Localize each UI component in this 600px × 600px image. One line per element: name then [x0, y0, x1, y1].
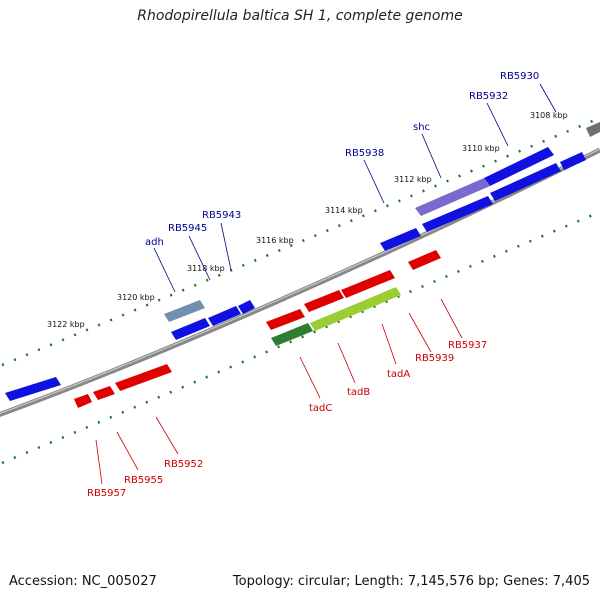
leader-tadc [299, 356, 321, 399]
gene-label-rb5932[interactable]: RB5932 [469, 91, 508, 102]
gene-arrow-fwd-b[interactable] [422, 196, 493, 232]
gene-arrow-rb5937[interactable] [408, 250, 441, 270]
scale-label-3112: 3112 kbp [394, 175, 432, 184]
scale-label-3114: 3114 kbp [325, 206, 363, 215]
gene-label-rb5955[interactable]: RB5955 [124, 475, 163, 486]
gene-arrow-rb5955[interactable] [93, 386, 115, 400]
gene-arrow-shc[interactable] [415, 178, 490, 216]
scale-label-3118: 3118 kbp [187, 264, 225, 273]
leader-rb5937 [440, 298, 463, 339]
leader-tadb [337, 342, 356, 384]
gene-arrow-tadc[interactable] [271, 323, 313, 346]
gene-label-tadb[interactable]: tadB [347, 387, 370, 398]
leader-rb5939 [408, 312, 432, 353]
scale-label-3120: 3120 kbp [117, 293, 155, 302]
genome-title: Rhodopirellula baltica SH 1, complete ge… [137, 8, 463, 24]
leader-rb5955 [116, 431, 139, 471]
gene-label-tada[interactable]: tadA [387, 369, 410, 380]
gene-label-rb5939[interactable]: RB5939 [415, 353, 454, 364]
gene-arrow-rev-b[interactable] [266, 309, 305, 330]
topology-label: Topology: circular; Length: 7,145,576 bp… [232, 574, 590, 589]
gene-arrow-gray[interactable] [586, 122, 600, 137]
gene-label-tadc[interactable]: tadC [309, 403, 332, 414]
gene-arrow-rb5957[interactable] [74, 394, 92, 408]
gene-arrow-adh[interactable] [164, 300, 205, 322]
gene-arrow-fwd-c[interactable] [171, 318, 210, 340]
gene-label-rb5938[interactable]: RB5938 [345, 148, 384, 159]
gene-arrow-fwd-a[interactable] [490, 163, 561, 201]
genome-backbone [0, 147, 600, 417]
leader-tada [381, 323, 397, 365]
gene-arrow-tada[interactable] [346, 287, 401, 316]
gene-label-adh[interactable]: adh [145, 237, 164, 248]
gene-arrow-tadb[interactable] [310, 308, 351, 331]
leader-shc [421, 133, 442, 179]
gene-arrow-rev-a[interactable] [304, 290, 344, 312]
gene-arrow-rb5938[interactable] [380, 228, 421, 251]
scale-label-3116: 3116 kbp [256, 236, 294, 245]
accession-label: Accession: NC_005027 [9, 574, 157, 589]
gene-arrow-rb5945[interactable] [208, 306, 241, 326]
leader-rb5952 [155, 416, 179, 455]
gene-label-rb5952[interactable]: RB5952 [164, 459, 203, 470]
gene-arrow-rb5939[interactable] [341, 270, 395, 298]
leader-rb5930 [539, 83, 557, 113]
gene-arrow-rb5932[interactable] [484, 147, 554, 186]
gene-arrow-rb5952[interactable] [115, 364, 172, 391]
gene-label-rb5930[interactable]: RB5930 [500, 71, 539, 82]
inner-scale-track [0, 210, 600, 466]
gene-label-rb5943[interactable]: RB5943 [202, 210, 241, 221]
gene-arrow-rb5943[interactable] [238, 300, 255, 314]
leader-rb5932 [486, 102, 509, 147]
scale-label-3122: 3122 kbp [47, 320, 85, 329]
scale-label-3110: 3110 kbp [462, 144, 500, 153]
leader-adh [153, 247, 176, 293]
gene-label-rb5957[interactable]: RB5957 [87, 488, 126, 499]
gene-arrow-fwd-d[interactable] [5, 377, 61, 401]
gene-label-rb5937[interactable]: RB5937 [448, 340, 487, 351]
gene-arrow-rb5930[interactable] [560, 152, 586, 170]
scale-label-3108: 3108 kbp [530, 111, 568, 120]
gene-label-rb5945[interactable]: RB5945 [168, 223, 207, 234]
leader-rb5943 [220, 222, 232, 271]
leader-rb5957 [95, 439, 103, 485]
leader-rb5945 [188, 235, 211, 281]
leader-rb5938 [363, 159, 385, 204]
gene-label-shc[interactable]: shc [413, 122, 430, 133]
